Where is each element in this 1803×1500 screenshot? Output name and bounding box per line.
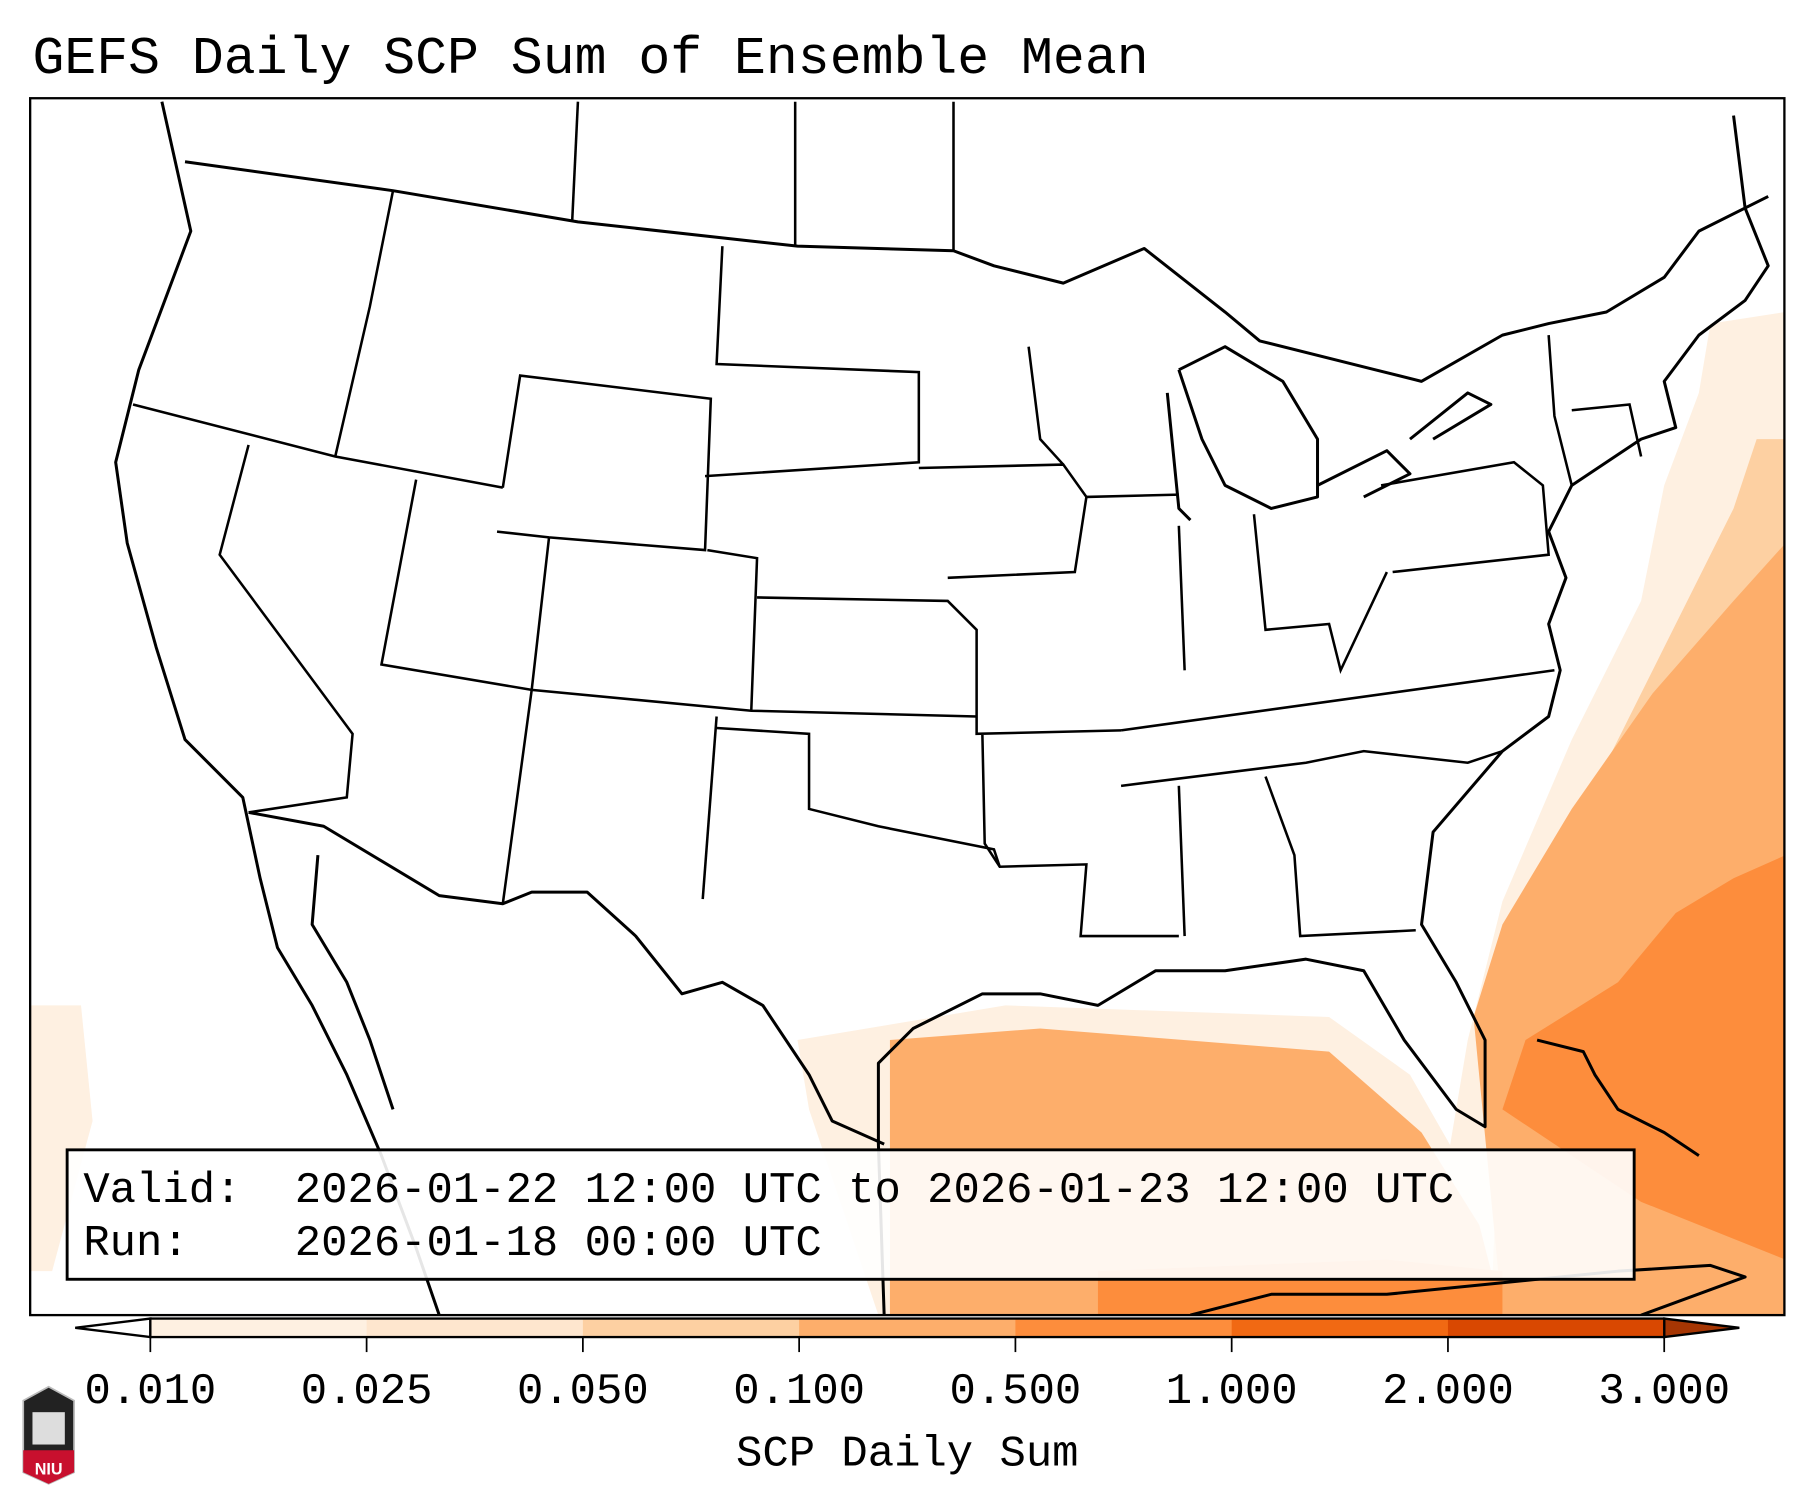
colorbar: 0.010 0.025 0.050 0.100 0.500 1.000 2.000 3.000… xyxy=(75,1317,1740,1479)
colorbar-cell xyxy=(1231,1318,1449,1338)
svg-text:Valid:: Valid: xyxy=(83,1166,241,1216)
colorbar-tick-label: 0.050 xyxy=(517,1367,649,1417)
logo-text: NIU xyxy=(35,1461,63,1479)
colorbar-cell xyxy=(799,1318,1016,1338)
colorbar-cell xyxy=(1447,1318,1665,1338)
run-label: Run: xyxy=(83,1219,188,1269)
colorbar-cell xyxy=(150,1318,368,1338)
state-borders xyxy=(132,101,1643,938)
map xyxy=(30,98,1785,1316)
colorbar-cell xyxy=(582,1318,800,1338)
run-value: 2026-01-18 00:00 UTC xyxy=(295,1219,822,1269)
colorbar-cell xyxy=(1015,1318,1233,1338)
colorbar-tick-label: 0.025 xyxy=(301,1367,433,1417)
shade-level-5 xyxy=(1502,855,1785,1260)
colorbar-tick-label: 0.100 xyxy=(733,1367,865,1417)
colorbar-tick-label: 0.010 xyxy=(84,1367,216,1417)
map-frame xyxy=(29,97,1786,1317)
info-box: Valid: 2026-01-22 12:00 UTC to 2026-01-2… xyxy=(65,1148,1636,1281)
valid-value: 2026-01-22 12:00 UTC to 2026-01-23 12:00… xyxy=(295,1166,1454,1216)
colorbar-tick-label: 1.000 xyxy=(1166,1367,1298,1417)
colorbar-cell xyxy=(366,1318,584,1338)
colorbar-over-extension xyxy=(1663,1317,1740,1339)
niu-logo: NIU xyxy=(22,1385,75,1485)
shade-level-1 xyxy=(30,1005,93,1272)
figure-title: GEFS Daily SCP Sum of Ensemble Mean xyxy=(32,29,1148,89)
valid-label: Valid: xyxy=(83,1166,241,1216)
colorbar-tick-label: 2.000 xyxy=(1382,1367,1514,1417)
colorbar-under-extension xyxy=(75,1317,152,1339)
colorbar-tick-label: 0.500 xyxy=(950,1367,1082,1417)
colorbar-label: SCP Daily Sum xyxy=(736,1429,1079,1479)
colorbar-tick-label: 3.000 xyxy=(1598,1367,1730,1417)
